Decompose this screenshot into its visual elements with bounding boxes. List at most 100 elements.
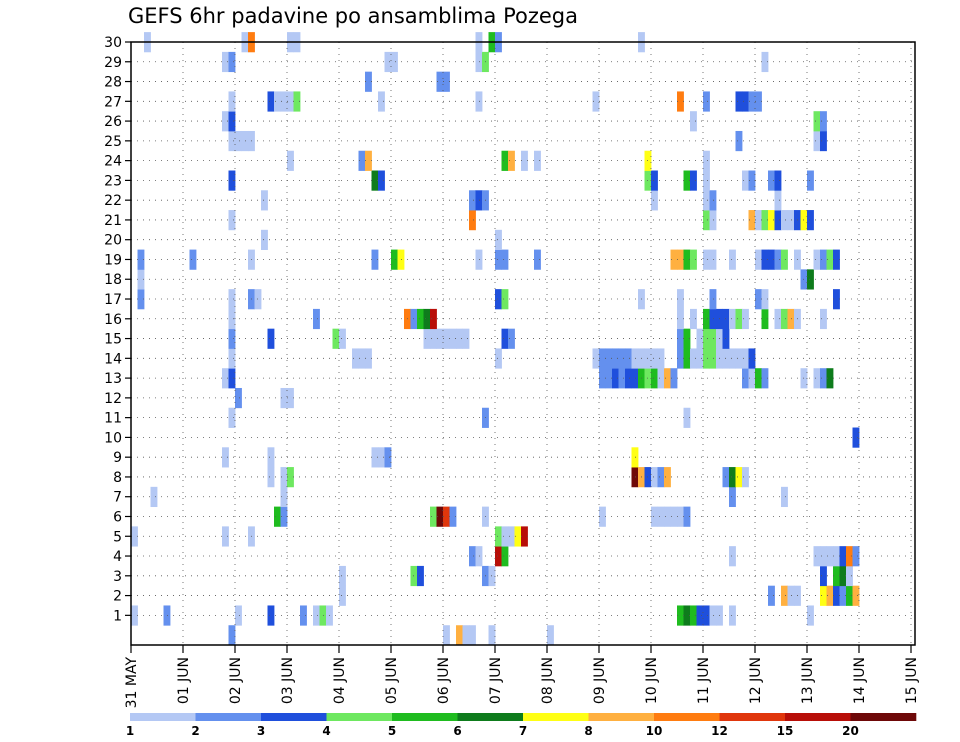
heatmap-cell [378, 447, 385, 468]
x-tick-label: 11 JUN [696, 657, 712, 704]
y-tick-label: 4 [113, 549, 122, 565]
heatmap-cell [664, 368, 671, 389]
heatmap-cell [241, 130, 249, 152]
heatmap-cell [228, 407, 236, 428]
heatmap-cell [235, 605, 242, 626]
heatmap-cell [449, 328, 457, 349]
heatmap-cell [651, 368, 658, 389]
heatmap-cell [222, 447, 229, 468]
heatmap-cell [768, 210, 775, 231]
heatmap-cell [631, 447, 639, 468]
heatmap-cell [826, 368, 834, 389]
y-tick-label: 28 [104, 75, 122, 91]
heatmap-cell [768, 585, 775, 606]
y-tick-label: 16 [104, 312, 122, 328]
heatmap-cell [670, 249, 678, 270]
heatmap-cell [774, 170, 782, 191]
heatmap-cell [495, 546, 502, 567]
heatmap-cell [839, 565, 847, 587]
heatmap-cell [228, 328, 236, 349]
heatmap-cell [677, 249, 684, 270]
heatmap-cell [748, 170, 756, 191]
heatmap-cell [280, 467, 288, 488]
y-tick-label: 14 [104, 351, 122, 367]
heatmap-cell [469, 625, 476, 646]
heatmap-cell [228, 368, 236, 389]
heatmap-cell [683, 170, 691, 191]
heatmap-cell [729, 249, 736, 270]
heatmap-cell [826, 546, 834, 567]
heatmap-cell [768, 170, 775, 191]
heatmap-cell [742, 170, 749, 191]
heatmap-cell [228, 130, 236, 152]
heatmap-cell [781, 210, 788, 231]
heatmap-cell [475, 546, 483, 567]
y-tick-label: 15 [104, 332, 122, 348]
heatmap-cell [709, 328, 717, 349]
heatmap-cell [833, 585, 840, 606]
colorbar-label: 3 [257, 724, 265, 738]
heatmap-cell [729, 348, 736, 369]
heatmap-cell [150, 486, 158, 508]
heatmap-cell [755, 249, 762, 270]
colorbar-segment [326, 713, 393, 721]
heatmap-cell [729, 486, 736, 508]
heatmap-cell [820, 565, 827, 587]
heatmap-cell [228, 210, 236, 231]
heatmap-cell [703, 210, 710, 231]
heatmap-cell [651, 348, 658, 369]
heatmap-cell [690, 308, 697, 330]
heatmap-cell [501, 328, 509, 349]
heatmap-cell [547, 625, 554, 646]
heatmap-cell [274, 91, 281, 112]
heatmap-cell [319, 605, 327, 626]
heatmap-cell [709, 190, 717, 211]
colorbar-segment [785, 713, 851, 721]
colorbar-label: 6 [453, 724, 461, 738]
heatmap-cell [787, 308, 795, 330]
x-tick-label: 14 JUN [852, 657, 868, 704]
y-tick-label: 1 [113, 608, 122, 624]
heatmap-cell [222, 51, 229, 73]
heatmap-cell [469, 190, 476, 211]
x-tick-label: 31 MAY [124, 657, 140, 709]
heatmap-cell [742, 368, 749, 389]
x-tick-label: 04 JUN [332, 657, 348, 704]
heatmap-cell [521, 526, 528, 547]
heatmap-cell [833, 289, 840, 310]
heatmap-cell [137, 249, 145, 270]
heatmap-cell [709, 249, 717, 270]
heatmap-cell [495, 249, 502, 270]
y-tick-label: 2 [113, 589, 122, 605]
heatmap-cell [781, 308, 788, 330]
heatmap-cell [592, 91, 600, 112]
heatmap-cell [657, 467, 665, 488]
heatmap-cell [748, 348, 756, 369]
heatmap-cell [846, 585, 853, 606]
y-tick-label: 29 [104, 55, 122, 71]
heatmap-cell [222, 368, 229, 389]
heatmap-cell [417, 308, 424, 330]
heatmap-cell [787, 585, 795, 606]
heatmap-cell [683, 328, 691, 349]
colorbar-segment [457, 713, 524, 721]
heatmap-cell [228, 625, 236, 646]
heatmap-cell [774, 249, 782, 270]
heatmap-cell [436, 506, 444, 527]
heatmap-cell [833, 565, 840, 587]
heatmap-cell [761, 51, 769, 73]
heatmap-cell [228, 51, 236, 73]
y-tick-label: 24 [104, 154, 122, 170]
heatmap-cell [384, 447, 392, 468]
heatmap-cell [443, 71, 450, 92]
heatmap-cell [475, 91, 483, 112]
heatmap-cell [774, 210, 782, 231]
heatmap-cell [677, 348, 684, 369]
heatmap-cell [443, 328, 450, 349]
heatmap-cell [131, 526, 138, 547]
heatmap-cell [820, 111, 827, 132]
heatmap-cell [677, 308, 684, 330]
heatmap-cell [703, 308, 710, 330]
heatmap-cell [495, 229, 502, 250]
